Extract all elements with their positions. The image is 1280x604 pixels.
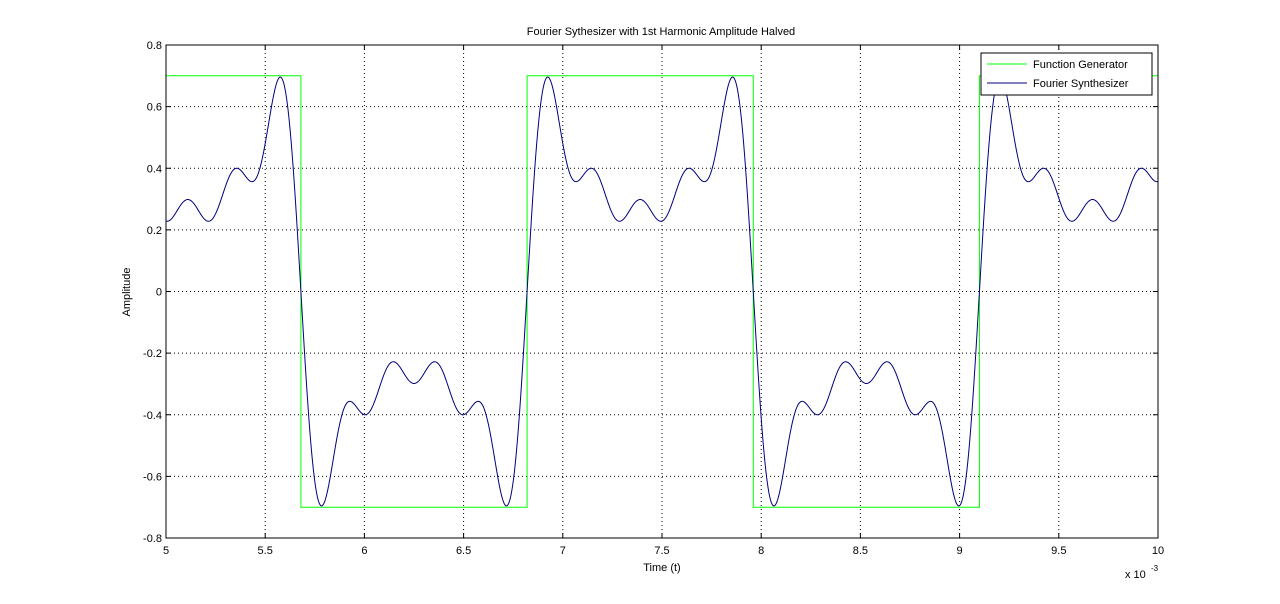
x-tick-label: 8 bbox=[758, 545, 764, 557]
series-fourier-synthesizer bbox=[166, 76, 1158, 507]
legend: Function Generator Fourier Synthesizer bbox=[980, 52, 1153, 96]
x-tick-label: 7.5 bbox=[654, 545, 669, 557]
x-tick-label: 5.5 bbox=[258, 545, 273, 557]
grid bbox=[166, 45, 1158, 538]
y-tick-label: -0.4 bbox=[143, 410, 162, 422]
x-tick-label: 9 bbox=[957, 545, 963, 557]
x-tick-label: 8.5 bbox=[853, 545, 868, 557]
tick-marks bbox=[165, 44, 1159, 539]
y-tick-label: 0.4 bbox=[147, 163, 162, 175]
series-layer bbox=[166, 75, 1158, 508]
x-exponent-base: x 10 bbox=[1125, 569, 1146, 581]
x-tick-label: 9.5 bbox=[1051, 545, 1066, 557]
x-tick-labels: 5 5.5 6 6.5 7 7.5 8 8.5 9 9.5 10 bbox=[163, 545, 1164, 557]
x-tick-label: 5 bbox=[163, 545, 169, 557]
legend-label-function-generator: Function Generator bbox=[1033, 59, 1128, 71]
y-tick-label: -0.6 bbox=[143, 471, 162, 483]
y-tick-label: 0.6 bbox=[147, 102, 162, 114]
x-exponent-power: -3 bbox=[1151, 564, 1159, 573]
y-tick-label: 0 bbox=[156, 287, 162, 299]
y-tick-label: 0.2 bbox=[147, 225, 162, 237]
y-tick-labels: -0.8 -0.6 -0.4 -0.2 0 0.2 0.4 0.6 0.8 bbox=[143, 40, 162, 545]
x-tick-label: 6 bbox=[361, 545, 367, 557]
y-tick-label: -0.8 bbox=[143, 533, 162, 545]
x-tick-label: 6.5 bbox=[456, 545, 471, 557]
x-exponent-label: x 10 -3 bbox=[1125, 564, 1159, 581]
x-tick-label: 7 bbox=[560, 545, 566, 557]
y-tick-label: 0.8 bbox=[147, 40, 162, 52]
y-tick-label: -0.2 bbox=[143, 348, 162, 360]
y-axis-label: Amplitude bbox=[121, 268, 133, 317]
x-axis-label: Time (t) bbox=[643, 562, 680, 574]
x-tick-label: 10 bbox=[1152, 545, 1164, 557]
legend-label-fourier-synthesizer: Fourier Synthesizer bbox=[1033, 78, 1129, 90]
chart-title: Fourier Sythesizer with 1st Harmonic Amp… bbox=[527, 26, 795, 38]
legend-box bbox=[980, 52, 1153, 96]
